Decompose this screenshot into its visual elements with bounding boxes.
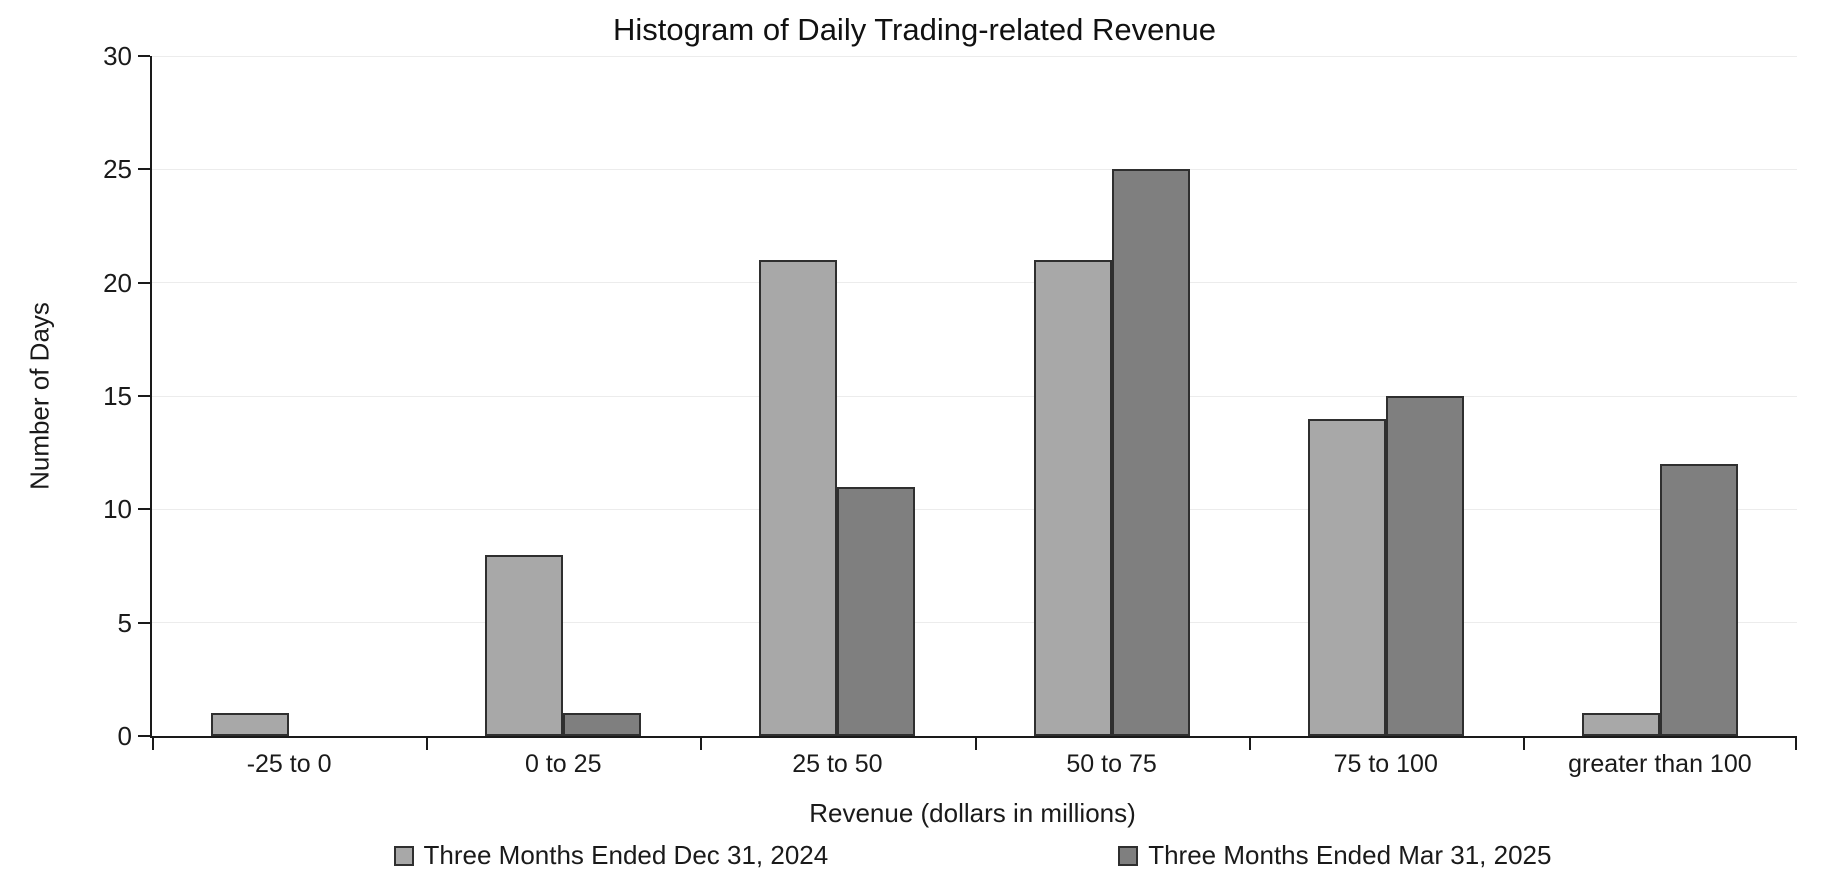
x-tick-label: 50 to 75	[1066, 750, 1157, 778]
y-tick-label: 5	[117, 607, 132, 638]
histogram-bar	[1385, 396, 1464, 736]
x-tick-label: 0 to 25	[525, 750, 602, 778]
y-tick-mark	[138, 508, 150, 511]
legend-label: Three Months Ended Mar 31, 2025	[1148, 840, 1552, 870]
y-tick-mark	[138, 735, 150, 737]
gridline	[152, 168, 1797, 170]
gridline	[152, 282, 1797, 284]
gridline	[152, 622, 1797, 624]
legend-item: Three Months Ended Dec 31, 2024	[393, 840, 829, 871]
legend: Three Months Ended Dec 31, 2024 Three Mon…	[150, 840, 1795, 871]
y-tick-label: 10	[103, 494, 132, 525]
histogram-bar	[563, 713, 642, 736]
x-tick-label: greater than 100	[1568, 750, 1752, 778]
y-tick-mark	[138, 395, 150, 397]
plot-area: 0 5 10 15 20 25 30 -25 to 0 0 to 25 25 to 50 50 to…	[103, 41, 1797, 778]
y-tick-label: 20	[103, 267, 132, 298]
y-tick-mark	[138, 281, 150, 284]
y-tick-mark	[138, 55, 150, 57]
y-tick-label: 0	[117, 721, 132, 751]
y-tick-label: 30	[103, 41, 132, 71]
x-tick-mark	[1248, 736, 1251, 750]
y-tick-label: 25	[103, 154, 132, 185]
histogram-bar	[211, 713, 290, 736]
histogram-bar	[485, 554, 564, 736]
x-tick-mark	[1522, 736, 1525, 750]
y-tick-mark	[138, 621, 150, 624]
x-tick-mark	[1795, 736, 1797, 750]
histogram-bar	[1659, 464, 1738, 736]
gridline	[152, 395, 1797, 397]
x-tick-label: -25 to 0	[246, 750, 332, 778]
x-tick-mark	[700, 736, 703, 750]
histogram-bar	[1111, 169, 1190, 736]
x-tick-label: 25 to 50	[792, 750, 883, 778]
x-axis-title: Revenue (dollars in millions)	[809, 798, 1136, 828]
gridline	[152, 508, 1797, 510]
gridline	[152, 55, 1797, 57]
y-axis-title: Number of Days	[24, 302, 55, 490]
x-tick-label: 75 to 100	[1333, 750, 1438, 778]
histogram-bar	[837, 486, 916, 736]
chart-title: Histogram of Daily Trading-related Reven…	[612, 12, 1217, 47]
legend-label: Three Months Ended Dec 31, 2024	[423, 840, 829, 870]
legend-swatch	[1118, 845, 1139, 866]
legend-swatch	[393, 845, 414, 866]
y-tick-label: 15	[103, 381, 132, 411]
y-tick-mark	[138, 168, 150, 171]
histogram-bar	[1033, 260, 1112, 736]
histogram-bar	[759, 260, 838, 736]
x-tick-mark	[974, 736, 977, 750]
legend-item: Three Months Ended Mar 31, 2025	[1118, 840, 1551, 871]
histogram-bar	[1581, 713, 1660, 736]
histogram-bar	[1307, 418, 1386, 736]
x-tick-mark	[152, 736, 154, 750]
x-tick-mark	[426, 736, 429, 750]
